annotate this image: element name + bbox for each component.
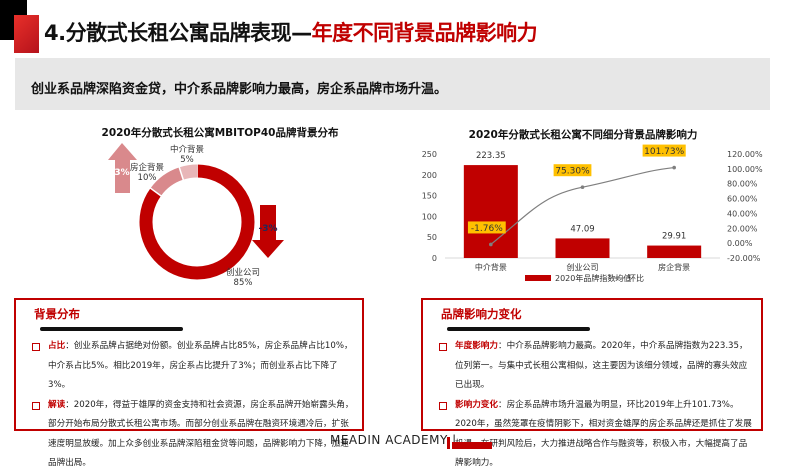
heading-underline [447,327,590,331]
background-distribution-box: 背景分布 占比：创业系品牌占据绝对份额。创业系品牌占比85%，房企系品牌占比10… [14,298,364,468]
slice-label-realestate: 房企背景 10% [129,163,165,183]
bar [463,165,518,258]
bar [555,238,610,258]
bar-value-label: 47.09 [570,224,594,234]
x-tick-label: 中介背景 [475,262,507,272]
page-title: 4.分散式长租公寓品牌表现—年度不同背景品牌影响力 [44,17,538,47]
line-value-label: 101.73% [644,147,684,157]
y-tick-label: 0 [432,254,437,263]
heading-underline [40,327,183,331]
line-value-label: -1.76% [471,224,503,234]
square-bullet-icon [32,401,40,410]
brand-influence-box: 品牌影响力变化 年度影响力：中介系品牌影响力最高。2020年，中介系品牌指数为2… [421,298,763,468]
bar-line-chart: 250 200 150 100 50 0 120.00% 100.00% 80.00% 60.00… [422,144,763,283]
down-arrow-icon [252,205,284,258]
square-bullet-icon [439,401,447,410]
y-tick-label: 250 [422,150,437,159]
line-label-box [467,221,506,234]
up-arrow-icon [108,143,137,193]
donut-chart: 3% -3% [108,143,284,280]
y2-tick-label: 20.00% [727,224,758,233]
line-value-label: 75.30% [555,167,590,177]
y2-tick-label: 100.00% [727,165,763,174]
down-arrow-label: -3% [258,224,277,234]
up-arrow-label: 3% [114,168,129,178]
bar-value-label: 223.35 [476,151,506,161]
y-tick-label: 50 [427,233,437,242]
bullet-share: 占比：创业系品牌占据绝对份额。创业系品牌占比85%，房企系品牌占比10%，中介系… [26,337,354,396]
square-bullet-icon [32,343,40,351]
donut-title: 2020年分散式长租公寓MBITOP40品牌背景分布 [101,127,339,139]
legend-bar-label: 2020年品牌指数均值 [555,273,631,283]
bullet-influence-change: 影响力变化：房企系品牌市场升温最为明显，环比2019年上升101.73%。202… [433,396,753,474]
line-point [580,185,585,190]
x-tick-label: 创业公司 [567,262,599,272]
legend-bar-swatch [525,275,551,281]
bullet-annual-influence: 年度影响力：中介系品牌影响力最高。2020年，中介系品牌指数为223.35，位列… [433,337,753,396]
donut-slice [179,164,198,180]
donut-slice [150,167,184,197]
summary-band: 创业系品牌深陷资金贷，中介系品牌影响力最高，房企系品牌市场升温。 [15,58,770,110]
line-label-box [553,164,592,177]
slice-label-intermediary: 中介背景 5% [169,145,205,165]
x-tick-label: 房企背景 [658,262,690,272]
box-heading: 品牌影响力变化 [441,307,522,321]
footer-brand: MEADIN ACADEMY | [330,433,457,447]
square-bullet-icon [439,343,447,351]
y2-tick-label: 40.00% [727,209,758,218]
legend-line-label: 环比 [628,273,644,283]
meadin-logo [447,437,492,449]
line-label-box [642,144,686,157]
donut-slice [139,164,255,280]
y2-tick-label: 80.00% [727,180,758,189]
y-tick-label: 150 [422,192,437,201]
title-main: 4.分散式长租公寓品牌表现— [44,21,312,45]
bar-chart-title: 2020年分散式长租公寓不同细分背景品牌影响力 [468,129,698,141]
bullet-interpretation: 解读：2020年，得益于雄厚的资金支持和社会资源，房企系品牌开始崭露头角，部分开… [26,396,354,474]
line-point [489,242,493,247]
y-tick-label: 200 [422,171,437,180]
y2-tick-label: 0.00% [727,239,753,248]
y2-tick-label: 60.00% [727,195,758,204]
y2-tick-label: 120.00% [727,150,763,159]
slice-label-startup: 创业公司 85% [225,268,261,288]
box-heading: 背景分布 [34,307,80,321]
y2-tick-label: -20.00% [727,254,761,263]
line-point [672,165,676,170]
bar-value-label: 29.91 [662,232,686,242]
y-tick-label: 100 [422,212,437,221]
decor-red-square [14,15,39,53]
bar [647,245,702,258]
summary-text: 创业系品牌深陷资金贷，中介系品牌影响力最高，房企系品牌市场升温。 [31,82,448,97]
title-highlight: 年度不同背景品牌影响力 [311,21,538,45]
